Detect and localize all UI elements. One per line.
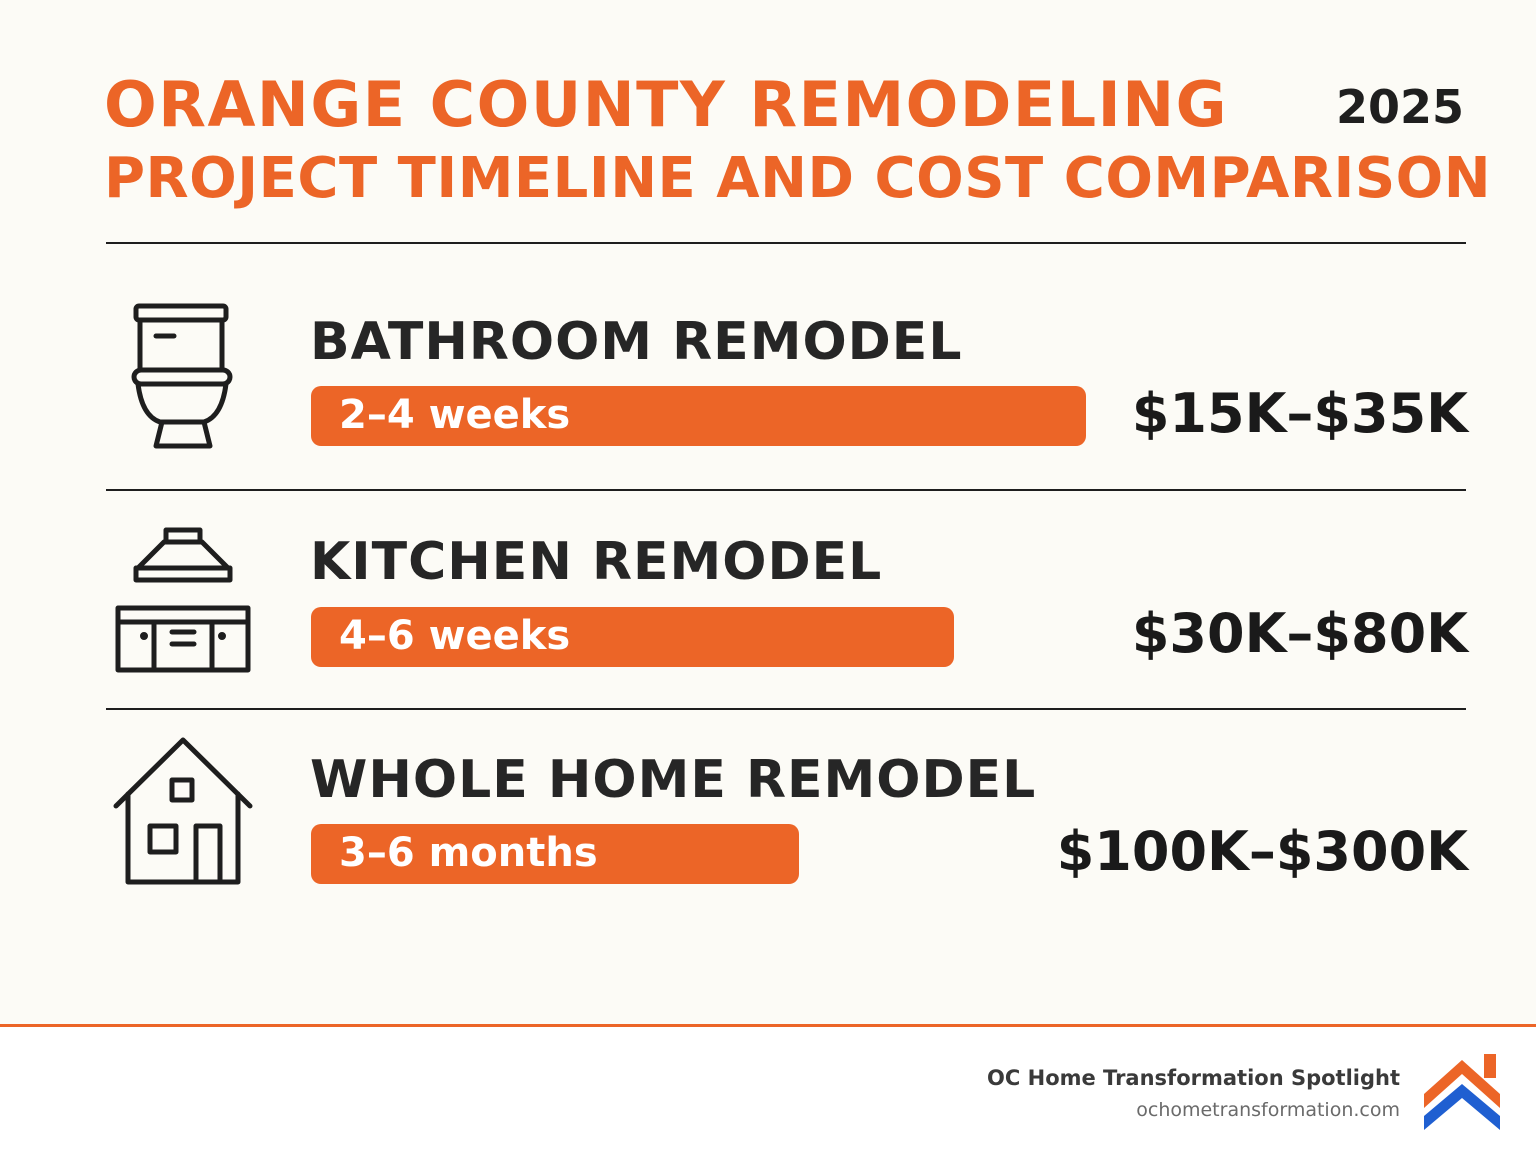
kitchen-icon — [115, 527, 251, 673]
roof-logo-icon — [1424, 1054, 1500, 1130]
divider — [106, 489, 1466, 491]
cost-range: $100K–$300K — [1056, 820, 1468, 883]
brand-name: OC Home Transformation Spotlight — [987, 1066, 1400, 1090]
footer — [0, 1027, 1536, 1154]
year-label: 2025 — [1335, 80, 1464, 134]
house-icon — [113, 737, 253, 885]
toilet-icon — [131, 303, 233, 449]
category-label: WHOLE HOME REMODEL — [310, 750, 1037, 810]
page-title: ORANGE COUNTY REMODELING — [104, 68, 1229, 141]
cost-range: $30K–$80K — [1131, 602, 1468, 665]
brand-url[interactable]: ochometransformation.com — [1136, 1099, 1400, 1121]
timeline-label: 2–4 weeks — [339, 392, 571, 438]
category-label: BATHROOM REMODEL — [310, 312, 963, 372]
timeline-bar: 4–6 weeks — [311, 607, 954, 667]
timeline-label: 4–6 weeks — [339, 613, 571, 659]
divider — [106, 242, 1466, 244]
category-label: KITCHEN REMODEL — [310, 532, 883, 592]
footer-divider — [0, 1024, 1536, 1027]
page-subtitle: PROJECT TIMELINE AND COST COMPARISON — [104, 146, 1492, 211]
timeline-bar: 2–4 weeks — [311, 386, 1086, 446]
timeline-label: 3–6 months — [339, 830, 598, 876]
timeline-bar: 3–6 months — [311, 824, 799, 884]
divider — [106, 708, 1466, 710]
cost-range: $15K–$35K — [1131, 382, 1468, 445]
